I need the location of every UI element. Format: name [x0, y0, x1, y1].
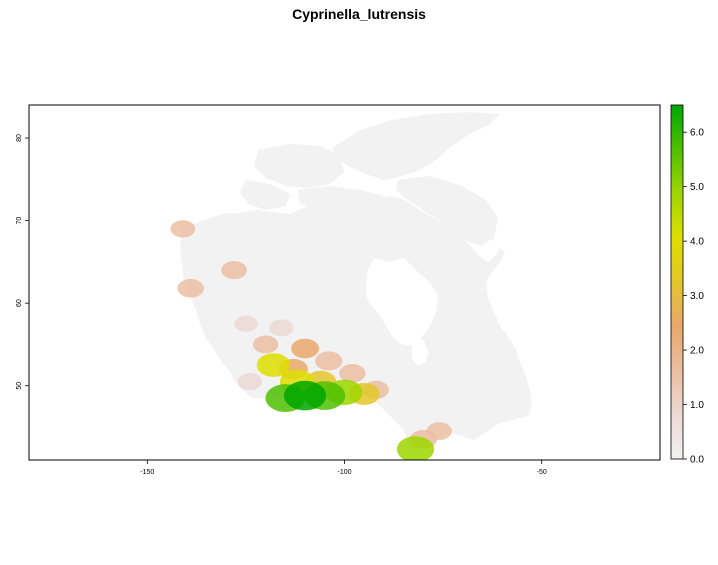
- suitability-cell: [221, 261, 247, 280]
- colorbar-tick-label: 3.0: [690, 291, 704, 302]
- x-tick-label: -100: [337, 469, 351, 476]
- x-tick-label: -150: [140, 469, 154, 476]
- suitability-cell: [339, 364, 366, 383]
- land-newfoundland: [498, 378, 522, 406]
- map-title: Cyprinella_lutrensis: [292, 6, 426, 22]
- colorbar-tick-label: 2.0: [690, 346, 704, 357]
- water-hudson-bay: [366, 258, 438, 346]
- suitability-cell: [252, 335, 279, 354]
- land-arctic-1: [332, 112, 500, 180]
- land-arctic-5: [240, 180, 290, 210]
- water-james-bay: [412, 340, 428, 366]
- suitability-cell: [237, 373, 263, 391]
- suitability-cell: [177, 279, 204, 298]
- land-arctic-4: [396, 176, 498, 246]
- colorbar-ramp: [670, 104, 684, 460]
- y-tick-label: 60: [16, 299, 23, 307]
- suitability-cell: [170, 220, 196, 238]
- colorbar-tick-label: 4.0: [690, 237, 704, 248]
- x-axis: -150 -100 -50: [140, 460, 547, 476]
- colorbar-tick-label: 1.0: [690, 400, 704, 411]
- land-arctic-3: [298, 186, 384, 210]
- land-arctic-2: [254, 144, 344, 188]
- colorbar-tick-label: 6.0: [690, 128, 704, 139]
- land-mainland: [180, 196, 532, 452]
- x-tick-label: -50: [537, 469, 547, 476]
- y-axis: 50 60 70 80: [16, 134, 29, 390]
- suitability-cell: [396, 436, 435, 460]
- suitability-layer: [170, 220, 452, 460]
- y-tick-label: 50: [16, 382, 23, 390]
- suitability-cell: [283, 380, 327, 411]
- colorbar: 0.0 1.0 2.0 3.0 4.0 5.0 6.0: [670, 104, 704, 466]
- suitability-cell: [315, 351, 343, 371]
- suitability-cell: [256, 353, 291, 377]
- y-tick-label: 70: [16, 217, 23, 225]
- suitability-cell: [291, 338, 320, 359]
- y-tick-label: 80: [16, 134, 23, 142]
- land-layer: [180, 112, 532, 456]
- colorbar-ticks: 0.0 1.0 2.0 3.0 4.0 5.0 6.0: [683, 128, 704, 466]
- colorbar-tick-label: 0.0: [690, 455, 704, 466]
- suitability-cell: [234, 315, 258, 332]
- colorbar-tick-label: 5.0: [690, 182, 704, 193]
- suitability-cell: [269, 319, 294, 337]
